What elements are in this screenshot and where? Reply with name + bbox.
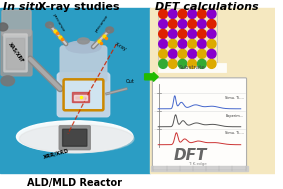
Ellipse shape xyxy=(46,22,53,28)
Circle shape xyxy=(159,49,168,58)
Bar xyxy=(158,63,226,72)
Circle shape xyxy=(178,19,187,28)
Text: XAS/XRF: XAS/XRF xyxy=(8,42,25,64)
Text: DFT: DFT xyxy=(173,148,207,163)
Bar xyxy=(68,43,99,49)
Ellipse shape xyxy=(66,41,101,53)
Ellipse shape xyxy=(106,27,113,33)
Circle shape xyxy=(168,40,177,48)
Circle shape xyxy=(168,29,177,38)
Circle shape xyxy=(159,19,168,28)
FancyBboxPatch shape xyxy=(4,34,27,72)
Circle shape xyxy=(168,9,177,19)
Circle shape xyxy=(198,19,206,28)
Circle shape xyxy=(159,59,168,68)
Bar xyxy=(72,92,89,102)
FancyBboxPatch shape xyxy=(64,79,103,110)
Circle shape xyxy=(207,40,216,48)
Circle shape xyxy=(159,9,168,19)
Ellipse shape xyxy=(20,125,134,153)
Circle shape xyxy=(207,19,216,28)
Circle shape xyxy=(198,40,206,48)
Text: DFT calculations: DFT calculations xyxy=(155,2,259,12)
FancyBboxPatch shape xyxy=(60,46,107,82)
Circle shape xyxy=(188,59,197,68)
Text: In situ: In situ xyxy=(3,2,42,12)
FancyBboxPatch shape xyxy=(152,78,246,170)
Circle shape xyxy=(168,59,177,68)
FancyBboxPatch shape xyxy=(59,126,90,150)
FancyBboxPatch shape xyxy=(57,73,110,117)
Circle shape xyxy=(188,49,197,58)
Text: Out: Out xyxy=(126,79,135,84)
Ellipse shape xyxy=(16,121,133,153)
Text: X-ray studies: X-ray studies xyxy=(34,2,119,12)
Circle shape xyxy=(198,59,206,68)
Text: ALD/MLD Reactor: ALD/MLD Reactor xyxy=(27,178,122,188)
Circle shape xyxy=(159,29,168,38)
Circle shape xyxy=(207,59,216,68)
Circle shape xyxy=(188,19,197,28)
Circle shape xyxy=(198,9,206,19)
Circle shape xyxy=(188,9,197,19)
Bar xyxy=(151,8,275,173)
Circle shape xyxy=(207,49,216,58)
FancyBboxPatch shape xyxy=(63,129,87,146)
FancyBboxPatch shape xyxy=(6,38,25,69)
Circle shape xyxy=(198,49,206,58)
Circle shape xyxy=(159,40,168,48)
Ellipse shape xyxy=(78,38,89,44)
Bar xyxy=(0,8,151,173)
FancyBboxPatch shape xyxy=(1,30,32,76)
Ellipse shape xyxy=(0,23,8,31)
Circle shape xyxy=(178,59,187,68)
Bar xyxy=(74,95,87,100)
Circle shape xyxy=(178,40,187,48)
Text: Simu. Ti-...: Simu. Ti-... xyxy=(225,131,244,135)
Circle shape xyxy=(188,40,197,48)
Text: precursor: precursor xyxy=(94,14,109,33)
Text: precursor: precursor xyxy=(52,13,65,33)
Text: Simu. Ti-...: Simu. Ti-... xyxy=(225,96,244,100)
Ellipse shape xyxy=(1,76,14,86)
Text: Substrate: Substrate xyxy=(179,65,205,70)
FancyArrow shape xyxy=(145,72,158,81)
Text: Experim...: Experim... xyxy=(226,114,244,118)
FancyBboxPatch shape xyxy=(2,10,31,36)
Circle shape xyxy=(188,29,197,38)
Circle shape xyxy=(198,29,206,38)
Circle shape xyxy=(178,49,187,58)
Circle shape xyxy=(207,9,216,19)
Bar xyxy=(151,166,248,171)
Circle shape xyxy=(178,29,187,38)
Circle shape xyxy=(207,29,216,38)
Circle shape xyxy=(168,19,177,28)
Text: X-ray: X-ray xyxy=(113,41,127,52)
Text: XRR/XRD: XRR/XRD xyxy=(43,148,70,160)
Circle shape xyxy=(178,9,187,19)
Circle shape xyxy=(168,49,177,58)
Bar xyxy=(158,9,217,69)
Text: Ti K-edge: Ti K-edge xyxy=(188,162,206,166)
